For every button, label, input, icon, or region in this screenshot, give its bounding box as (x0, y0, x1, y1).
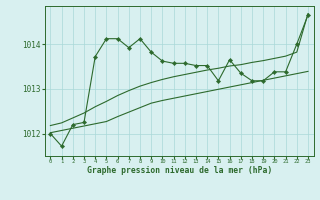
X-axis label: Graphe pression niveau de la mer (hPa): Graphe pression niveau de la mer (hPa) (87, 166, 272, 175)
